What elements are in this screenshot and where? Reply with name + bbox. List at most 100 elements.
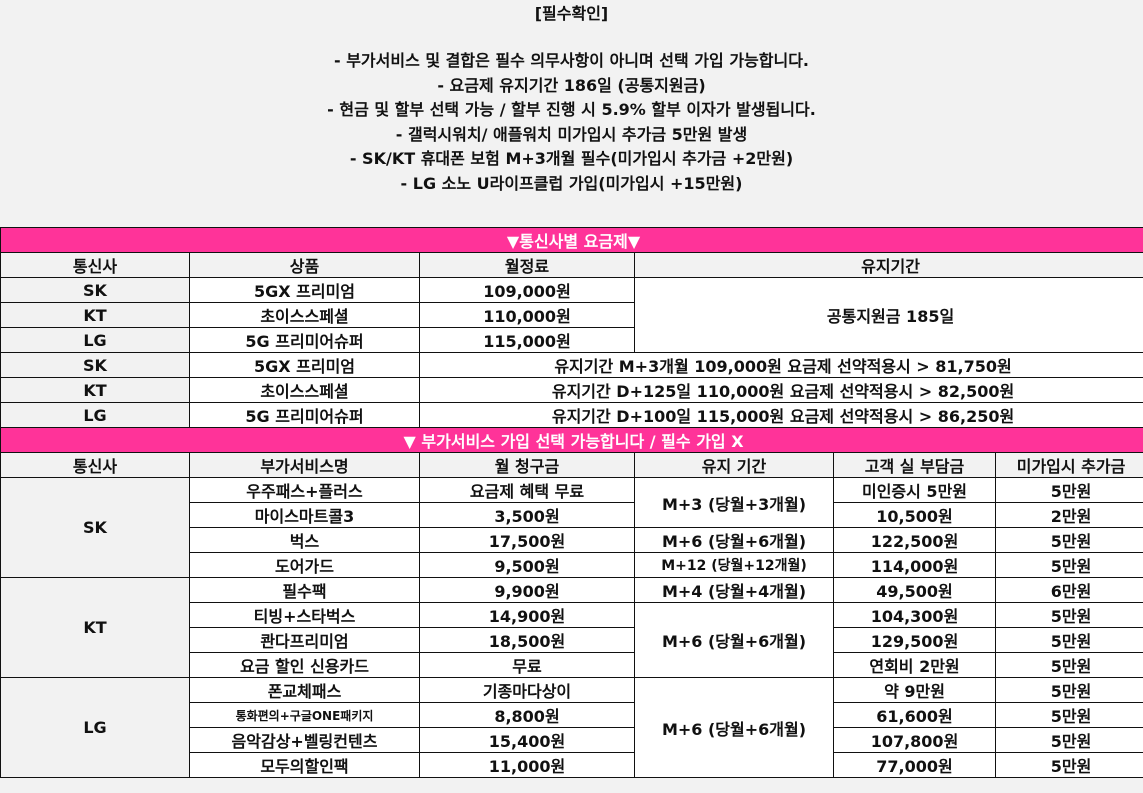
- table-cell: 61,600원: [833, 702, 996, 728]
- table-cell: 통신사: [0, 252, 190, 278]
- table-cell: 122,500원: [833, 527, 996, 553]
- table-cell: SK: [0, 352, 190, 378]
- table-cell: 미가입시 추가금: [994, 452, 1143, 478]
- addons-banner: ▼ 부가서비스 가입 선택 가능합니다 / 필수 가입 X: [0, 427, 1143, 453]
- table-cell: 5만원: [994, 552, 1143, 578]
- table-cell: 5만원: [994, 477, 1143, 503]
- table-cell: 약 9만원: [833, 677, 996, 703]
- table-cell: 상품: [189, 252, 420, 278]
- table-cell: 14,900원: [419, 602, 635, 628]
- table-cell: 17,500원: [419, 527, 635, 553]
- table-cell: 5만원: [994, 652, 1143, 678]
- table-cell: 티빙+스타벅스: [189, 602, 420, 628]
- table-cell: 104,300원: [833, 602, 996, 628]
- table-cell: LG: [0, 402, 190, 428]
- table-cell: 5만원: [994, 752, 1143, 778]
- common-period: 공통지원금 185일: [633, 277, 1143, 353]
- table-row: 벅스 17,500원 M+6 (당월+6개월) 122,500원 5만원: [1, 527, 1143, 553]
- notice-line: - 갤럭시워치/ 애플워치 미가입시 추가금 5만원 발생: [395, 124, 748, 144]
- table-cell: M+6 (당월+6개월): [634, 677, 834, 778]
- table-cell: M+12 (당월+12개월): [634, 552, 834, 578]
- table-cell: 요금제 혜택 무료: [419, 477, 635, 503]
- table-cell: KT: [0, 302, 190, 328]
- table-row: SK 5GX 프리미엄 유지기간 M+3개월 109,000원 요금제 선약적용…: [0, 352, 1143, 378]
- table-cell: 콴다프리미엄: [189, 627, 420, 653]
- table-cell: 5만원: [994, 627, 1143, 653]
- table-cell: 월정료: [419, 252, 635, 278]
- notice-line: - 현금 및 할부 선택 가능 / 할부 진행 시 5.9% 할부 이자가 발생…: [327, 100, 816, 119]
- table-cell: 통화편의+구글ONE패키지: [189, 702, 420, 728]
- plans-header-row: 통신사 상품 월정료 유지기간: [0, 252, 1143, 278]
- table-cell: 초이스스페셜: [189, 377, 420, 403]
- table-cell: 우주패스+플러스: [189, 477, 420, 503]
- table-cell: 49,500원: [833, 577, 996, 603]
- table-cell: 107,800원: [833, 727, 996, 753]
- table-cell: 무료: [419, 652, 635, 678]
- table-cell: 10,500원: [833, 502, 996, 528]
- table-cell: 5만원: [994, 727, 1143, 753]
- table-cell: 5만원: [994, 677, 1143, 703]
- table-cell: 115,000원: [419, 327, 635, 353]
- notice-line: - LG 소노 U라이프클럽 가입(미가입시 +15만원): [400, 173, 743, 193]
- table-row: KT 초이스스페셜 유지기간 D+125일 110,000원 요금제 선약적용시…: [0, 377, 1143, 403]
- table-cell: 15,400원: [419, 727, 635, 753]
- table-cell: 유지기간 M+3개월 109,000원 요금제 선약적용시 > 81,750원: [418, 352, 1143, 378]
- table-row: 모두의할인팩 11,000원 77,000원 5만원: [1, 752, 1143, 778]
- table-cell: 음악감상+벨링컨텐츠: [189, 727, 420, 753]
- table-row: LG 5G 프리미어슈퍼 유지기간 D+100일 115,000원 요금제 선약…: [0, 402, 1143, 428]
- table-cell: 6만원: [994, 577, 1143, 603]
- table-cell: 마이스마트콜3: [189, 502, 420, 528]
- table-cell: 고객 실 부담금: [833, 452, 996, 478]
- table-row: 티빙+스타벅스 14,900원 M+6 (당월+6개월) 104,300원 5만…: [1, 602, 1143, 678]
- table-cell: LG: [0, 327, 190, 353]
- table-cell: 유지기간 D+125일 110,000원 요금제 선약적용시 > 82,500원: [418, 377, 1143, 403]
- table-cell: 5만원: [994, 602, 1143, 628]
- notice-line: - 부가서비스 및 결합은 필수 의무사항이 아니며 선택 가입 가능합니다.: [333, 51, 809, 70]
- table-cell: 모두의할인팩: [189, 752, 420, 778]
- table-cell: 109,000원: [419, 277, 635, 303]
- table-cell: 폰교체패스: [189, 677, 420, 703]
- notice-line: - 요금제 유지기간 186일 (공통지원금): [437, 75, 706, 95]
- table-row: 콴다프리미엄 18,500원 129,500원 5만원: [1, 627, 1143, 653]
- table-cell: 110,000원: [419, 302, 635, 328]
- table-row: KT 필수팩 9,900원 M+4 (당월+4개월) 49,500원 6만원: [0, 577, 1143, 678]
- table-cell: LG: [0, 677, 190, 778]
- table-row: LG 5G 프리미어슈퍼 115,000원: [0, 327, 1143, 353]
- plans-banner: ▼통신사별 요금제▼: [0, 227, 1143, 253]
- table-cell: KT: [0, 577, 190, 678]
- table-cell: 벅스: [189, 527, 420, 553]
- table-cell: 5GX 프리미엄: [189, 277, 420, 303]
- table-cell: SK: [0, 477, 190, 578]
- table-row: KT 초이스스페셜 110,000원: [0, 302, 1143, 328]
- table-cell: SK: [0, 277, 190, 303]
- table-cell: 8,800원: [419, 702, 635, 728]
- notice-line: - SK/KT 휴대폰 보험 M+3개월 필수(미가입시 추가금 +2만원): [349, 149, 794, 168]
- table-cell: 9,500원: [419, 552, 635, 578]
- table-cell: 9,900원: [419, 577, 635, 603]
- table-cell: 114,000원: [833, 552, 996, 578]
- table-cell: 129,500원: [833, 627, 996, 653]
- table-cell: 18,500원: [419, 627, 635, 653]
- table-cell: M+4 (당월+4개월): [634, 577, 834, 603]
- addons-header-row: 통신사 부가서비스명 월 청구금 유지 기간 고객 실 부담금 미가입시 추가금: [0, 452, 1143, 478]
- table-cell: ▼ 부가서비스 가입 선택 가능합니다 / 필수 가입 X: [0, 427, 1143, 453]
- table-cell: ▼통신사별 요금제▼: [0, 227, 1143, 253]
- table-row: 통화편의+구글ONE패키지 8,800원 61,600원 5만원: [1, 702, 1143, 728]
- table-cell: M+3 (당월+3개월): [634, 477, 834, 528]
- table-cell: 3,500원: [419, 502, 635, 528]
- table-cell: 연회비 2만원: [833, 652, 996, 678]
- table-cell: 통신사: [0, 452, 190, 478]
- table-cell: 5G 프리미어슈퍼: [189, 327, 420, 353]
- table-cell: 요금 할인 신용카드: [189, 652, 420, 678]
- table-row: 요금 할인 신용카드 무료 연회비 2만원 5만원: [1, 652, 1143, 678]
- table-cell: 5만원: [994, 702, 1143, 728]
- table-cell: 부가서비스명: [189, 452, 420, 478]
- table-cell: 유지기간 D+100일 115,000원 요금제 선약적용시 > 86,250원: [418, 402, 1143, 428]
- table-cell: 5G 프리미어슈퍼: [189, 402, 420, 428]
- table-cell: M+6 (당월+6개월): [634, 527, 834, 553]
- table-cell: 5GX 프리미엄: [189, 352, 420, 378]
- table-row: SK 우주패스+플러스 요금제 혜택 무료 M+3 (당월+3개월) 미인증시 …: [0, 477, 1143, 578]
- table-row: 도어가드 9,500원 M+12 (당월+12개월) 114,000원 5만원: [1, 552, 1143, 578]
- table-row: 마이스마트콜3 3,500원 10,500원 2만원: [1, 502, 1143, 528]
- table-cell: 미인증시 5만원: [833, 477, 996, 503]
